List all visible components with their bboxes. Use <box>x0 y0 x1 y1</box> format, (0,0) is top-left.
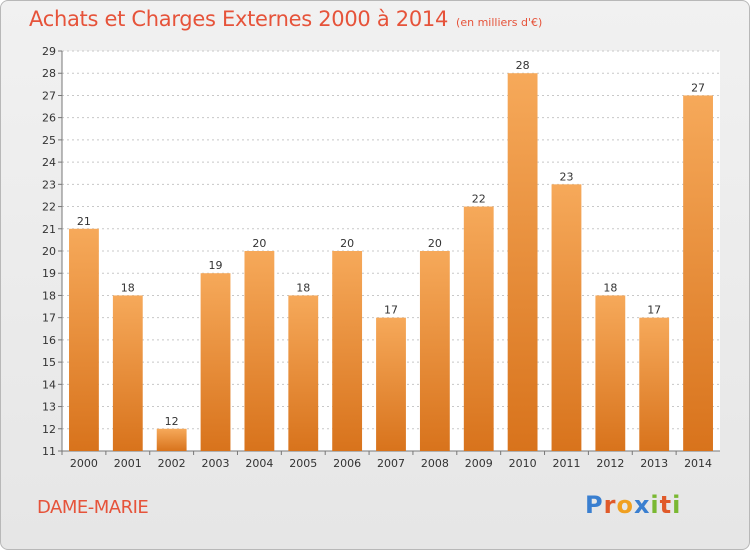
chart-unit: (en milliers d'€) <box>456 16 543 29</box>
x-tick-label-2014: 2014 <box>684 457 712 470</box>
bar-2012 <box>595 295 626 451</box>
y-tick-label: 23 <box>42 178 56 191</box>
data-label-2007: 17 <box>384 304 398 317</box>
y-tick-label: 24 <box>42 156 56 169</box>
y-tick-label: 15 <box>42 356 56 369</box>
y-tick-label: 26 <box>42 112 56 125</box>
data-label-2001: 18 <box>121 281 135 294</box>
bar-2001 <box>112 295 143 451</box>
x-tick-label-2007: 2007 <box>377 457 405 470</box>
bar-2003 <box>200 273 231 451</box>
y-tick-label: 17 <box>42 312 56 325</box>
x-tick-label-2006: 2006 <box>333 457 361 470</box>
data-label-2013: 17 <box>647 304 661 317</box>
bars <box>69 73 713 452</box>
bar-2000 <box>69 228 99 451</box>
town-name: DAME-MARIE <box>37 497 149 518</box>
x-tick-label-2000: 2000 <box>70 457 98 470</box>
bar-2006 <box>332 251 363 451</box>
x-tick-label-2004: 2004 <box>245 457 273 470</box>
logo-letter: i <box>650 491 660 519</box>
data-label-2011: 23 <box>559 170 573 183</box>
bar-2005 <box>288 295 319 451</box>
x-tick-label-2008: 2008 <box>421 457 449 470</box>
logo-letter: x <box>633 491 651 519</box>
y-tick-label: 16 <box>42 334 56 347</box>
logo-letter: i <box>672 491 682 519</box>
y-tick-label: 12 <box>42 423 56 436</box>
logo-letter: o <box>616 491 634 519</box>
y-tick-label: 21 <box>42 223 56 236</box>
y-tick-label: 22 <box>42 201 56 214</box>
data-label-2009: 22 <box>472 193 486 206</box>
y-tick-label: 14 <box>42 378 56 391</box>
data-labels: 21 18 12 19 20 18 20 17 20 22 28 23 18 17 27 <box>77 59 705 428</box>
bar-2013 <box>639 317 670 451</box>
y-tick-label: 28 <box>42 67 56 80</box>
data-label-2008: 20 <box>428 237 442 250</box>
y-tick-label: 27 <box>42 89 56 102</box>
x-tick-label-2005: 2005 <box>289 457 317 470</box>
logo-letter: P <box>585 491 604 519</box>
y-tick-label: 11 <box>42 445 56 458</box>
x-tick-label-2003: 2003 <box>202 457 230 470</box>
y-tick-label: 20 <box>42 245 56 258</box>
x-tick-label-2013: 2013 <box>640 457 668 470</box>
data-label-2006: 20 <box>340 237 354 250</box>
x-tick-label-2010: 2010 <box>509 457 537 470</box>
x-tick-label-2011: 2011 <box>552 457 580 470</box>
y-tick-label: 18 <box>42 289 56 302</box>
chart-title: Achats et Charges Externes 2000 à 2014 (e… <box>29 7 542 31</box>
bar-2011 <box>551 184 582 452</box>
proxiti-logo: Proxiti <box>585 491 681 519</box>
y-tick-label: 13 <box>42 401 56 414</box>
bar-2010 <box>507 73 538 451</box>
y-tick-label: 25 <box>42 134 56 147</box>
data-label-2002: 12 <box>165 415 179 428</box>
data-label-2012: 18 <box>603 281 617 294</box>
bar-2009 <box>463 206 494 451</box>
bar-2004 <box>244 251 275 451</box>
bar-2007 <box>376 317 406 451</box>
data-label-2003: 19 <box>209 259 223 272</box>
data-label-2005: 18 <box>296 281 310 294</box>
chart-title-text: Achats et Charges Externes 2000 à 2014 <box>29 7 449 31</box>
y-tick-label: 29 <box>42 45 56 58</box>
x-tick-label-2012: 2012 <box>596 457 624 470</box>
y-tick-label: 19 <box>42 267 56 280</box>
logo-letter: t <box>659 491 673 519</box>
bar-2008 <box>419 251 450 451</box>
data-label-2004: 20 <box>252 237 266 250</box>
logo-letter: r <box>603 491 617 519</box>
x-tick-label-2009: 2009 <box>465 457 493 470</box>
bar-2014 <box>683 95 713 451</box>
data-label-2014: 27 <box>691 81 705 94</box>
data-label-2010: 28 <box>516 59 530 72</box>
bar-2002 <box>156 428 187 451</box>
x-tick-label-2002: 2002 <box>158 457 186 470</box>
x-tick-label-2001: 2001 <box>114 457 142 470</box>
data-label-2000: 21 <box>77 215 91 228</box>
